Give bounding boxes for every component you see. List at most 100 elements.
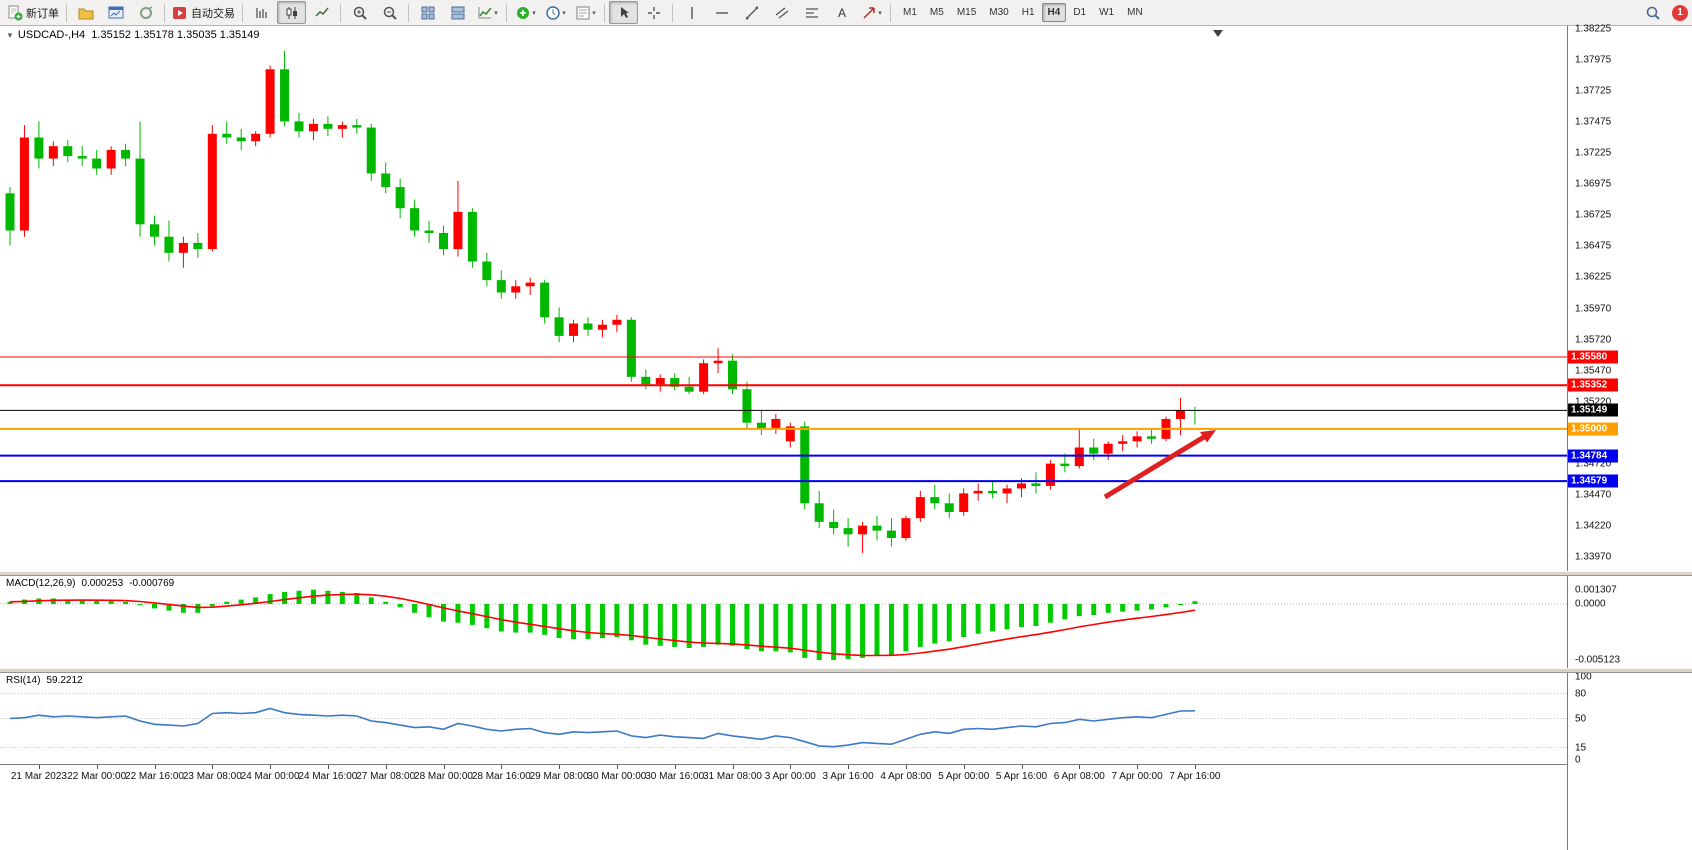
bar-chart-button[interactable]	[247, 1, 276, 24]
price-axis-label: 1.35720	[1575, 334, 1612, 346]
macd-panel: MACD(12,26,9) 0.000253 -0.000769	[0, 576, 1567, 668]
timeframe-m15[interactable]: M15	[956, 7, 977, 18]
candle-body	[308, 123, 318, 132]
candle-body	[612, 319, 622, 325]
candle-body	[930, 497, 940, 504]
price-badge-1.35580: 1.35580	[1568, 350, 1618, 364]
rsi-panel: RSI(14) 59.2212	[0, 673, 1567, 764]
open-chart-button[interactable]	[101, 1, 130, 24]
time-label: 28 Mar 00:00	[414, 771, 473, 782]
time-label: 29 Mar 08:00	[529, 771, 589, 782]
crosshair-icon	[647, 6, 660, 19]
auto-arrange-button[interactable]	[443, 1, 472, 24]
timeframe-h1[interactable]: H1	[1021, 7, 1035, 18]
candlestick-chart-button[interactable]	[277, 1, 306, 24]
timeframe-w1[interactable]: W1	[1099, 7, 1115, 18]
timeframe-h4[interactable]: H4	[1041, 3, 1067, 22]
dropdown-arrow-icon[interactable]: ▾	[562, 9, 566, 17]
templates-button[interactable]: ▾	[571, 1, 600, 24]
candle-body	[164, 236, 174, 253]
search-button[interactable]	[1638, 1, 1667, 24]
chart-profiles-button[interactable]	[71, 1, 100, 24]
panel-separator[interactable]	[0, 668, 1692, 673]
time-tick	[154, 765, 156, 769]
macd-chart	[0, 589, 1567, 661]
candle-body	[597, 324, 607, 330]
time-label: 5 Apr 00:00	[938, 771, 990, 782]
macd-label: MACD(12,26,9) 0.000253 -0.000769	[6, 578, 180, 589]
price-badge-1.34579: 1.34579	[1568, 474, 1618, 488]
price-axis-label: 1.33970	[1575, 551, 1612, 563]
rsi-axis-label: 50	[1575, 713, 1587, 724]
candle-body	[800, 426, 810, 504]
horizontal-line-button[interactable]	[707, 1, 736, 24]
candle-body	[742, 389, 752, 423]
grid-icon	[421, 6, 434, 19]
price-axis-label: 1.36725	[1575, 209, 1612, 221]
dropdown-arrow-icon[interactable]: ▾	[878, 9, 882, 17]
candle-body	[785, 426, 795, 442]
trend-arrow[interactable]	[1103, 430, 1216, 500]
time-label: 31 Mar 08:00	[703, 771, 762, 782]
text-label-button[interactable]: A	[827, 1, 856, 24]
indicator-icon	[478, 6, 492, 18]
indicators-button[interactable]: ▾	[473, 1, 502, 24]
zoom-in-button[interactable]	[345, 1, 374, 24]
new-order-button[interactable]: 新订单	[4, 1, 62, 24]
timeframe-d1[interactable]: D1	[1073, 7, 1087, 18]
panel-separator[interactable]	[0, 571, 1692, 576]
candle-body	[713, 360, 723, 364]
period-button[interactable]: ▾	[541, 1, 570, 24]
candle-body	[1132, 436, 1142, 442]
time-label: 21 Mar 2023	[10, 771, 67, 782]
auto-trading-button[interactable]: 自动交易	[169, 1, 238, 24]
candle-body	[77, 156, 87, 159]
timeframe-m30[interactable]: M30	[989, 7, 1009, 18]
notification-badge[interactable]: 1	[1672, 4, 1688, 21]
bars-icon	[255, 7, 267, 18]
tile-windows-button[interactable]	[413, 1, 442, 24]
cursor-button[interactable]	[609, 1, 638, 24]
crosshair-button[interactable]	[639, 1, 668, 24]
candle-body	[944, 503, 954, 512]
time-label: 7 Apr 16:00	[1169, 771, 1221, 782]
chart-shift-marker[interactable]	[1213, 30, 1223, 37]
zoom-out-button[interactable]	[375, 1, 404, 24]
candle-body	[178, 242, 188, 253]
trendline-button[interactable]	[737, 1, 766, 24]
arrows-button[interactable]: ▾	[857, 1, 886, 24]
candle-body	[858, 525, 868, 535]
price-axis-label: 1.34720	[1575, 458, 1612, 470]
vertical-line-button[interactable]	[677, 1, 706, 24]
candle-body	[728, 360, 737, 390]
dropdown-arrow-icon[interactable]: ▾	[592, 9, 596, 17]
candle-body	[265, 69, 275, 134]
candle-body	[1045, 463, 1055, 486]
candle-body	[1118, 441, 1128, 444]
timeframe-m1[interactable]: M1	[903, 7, 917, 18]
timeframe-m5[interactable]: M5	[929, 7, 944, 18]
candle-body	[525, 282, 535, 287]
timeframe-mn[interactable]: MN	[1127, 7, 1143, 18]
rsi-axis-label: 80	[1575, 688, 1587, 700]
candle-body	[699, 363, 709, 392]
add-indicator-button[interactable]: ▾	[511, 1, 540, 24]
candle-body	[1031, 483, 1041, 486]
price-axis-label: 1.36975	[1575, 178, 1612, 190]
dropdown-arrow-icon[interactable]: ▾	[494, 9, 498, 17]
time-label: 7 Apr 00:00	[1111, 771, 1163, 782]
candle-body	[453, 211, 463, 250]
page-plus-icon	[8, 5, 23, 20]
channel-button[interactable]	[767, 1, 796, 24]
candle-body	[1002, 488, 1012, 494]
price-axis-label: 1.34470	[1575, 489, 1612, 501]
line-chart-button[interactable]	[307, 1, 336, 24]
fibo-icon	[805, 7, 818, 18]
cycle-icon	[139, 6, 152, 19]
time-label: 22 Mar 00:00	[67, 771, 127, 782]
fibonacci-button[interactable]	[797, 1, 826, 24]
refresh-button[interactable]	[131, 1, 160, 24]
dropdown-arrow-icon[interactable]: ▾	[532, 9, 536, 17]
time-label: 6 Apr 08:00	[1053, 771, 1105, 782]
timeframe-buttons: M1 M5 M15 M30 H1 H4 D1 W1 MN	[897, 3, 1149, 22]
